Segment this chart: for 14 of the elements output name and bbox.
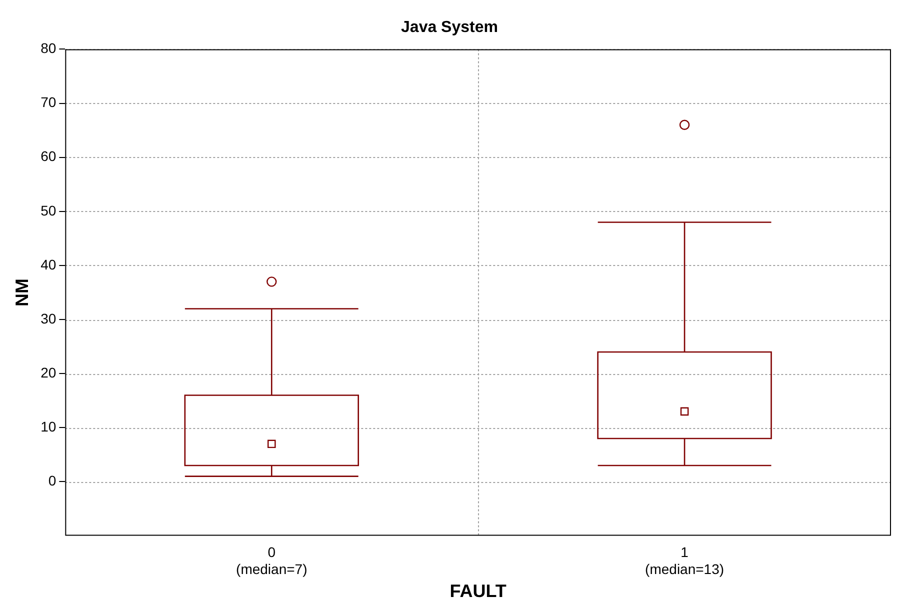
y-tick-label: 50 xyxy=(40,202,56,218)
y-tick-label: 0 xyxy=(48,472,56,489)
y-tick-label: 30 xyxy=(40,310,56,326)
y-tick-label: 10 xyxy=(40,418,56,435)
y-tick-label: 80 xyxy=(40,40,56,56)
y-tick-label: 60 xyxy=(40,148,56,164)
y-axis-title: NM xyxy=(12,278,32,306)
chart-title: Java System xyxy=(401,19,498,36)
y-tick-label: 20 xyxy=(40,364,56,380)
x-axis-title: FAULT xyxy=(450,581,506,602)
x-tick-label: 0 (median=7) xyxy=(236,544,308,577)
x-tick-label: 1 (median=13) xyxy=(645,544,724,577)
y-tick-label: 70 xyxy=(40,94,56,110)
y-tick-label: 40 xyxy=(40,256,56,272)
